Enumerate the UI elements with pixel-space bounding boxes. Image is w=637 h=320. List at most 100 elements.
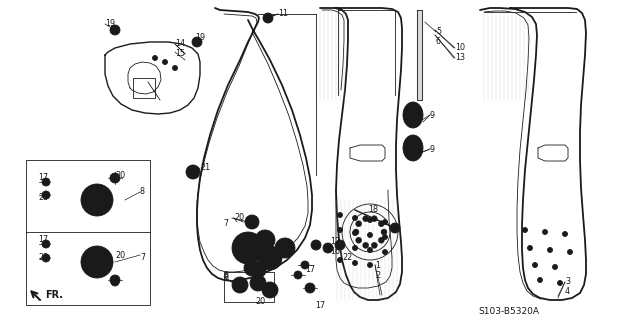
Bar bbox=[133, 78, 155, 98]
Circle shape bbox=[368, 218, 373, 222]
Circle shape bbox=[81, 246, 113, 278]
Text: 22: 22 bbox=[342, 253, 352, 262]
Circle shape bbox=[338, 228, 343, 233]
Bar bbox=[224, 272, 274, 302]
Circle shape bbox=[527, 245, 533, 251]
Circle shape bbox=[326, 245, 331, 251]
Circle shape bbox=[92, 195, 102, 205]
Circle shape bbox=[378, 237, 384, 243]
Text: 19: 19 bbox=[195, 34, 205, 43]
Text: 12: 12 bbox=[330, 237, 340, 246]
Circle shape bbox=[232, 277, 248, 293]
Circle shape bbox=[258, 246, 282, 270]
Text: 20: 20 bbox=[115, 172, 125, 180]
Circle shape bbox=[249, 219, 255, 225]
Circle shape bbox=[562, 231, 568, 236]
Circle shape bbox=[111, 278, 119, 286]
Text: 8: 8 bbox=[224, 273, 229, 282]
Circle shape bbox=[162, 60, 168, 65]
Text: 23: 23 bbox=[38, 194, 48, 203]
Polygon shape bbox=[417, 10, 422, 100]
Text: 17: 17 bbox=[38, 236, 48, 244]
Circle shape bbox=[263, 13, 273, 23]
Text: 14: 14 bbox=[175, 39, 185, 49]
Text: 23: 23 bbox=[253, 284, 263, 292]
Circle shape bbox=[301, 261, 309, 269]
Circle shape bbox=[280, 243, 290, 253]
Circle shape bbox=[557, 281, 562, 285]
Text: 2: 2 bbox=[375, 270, 380, 279]
Circle shape bbox=[552, 265, 557, 269]
Circle shape bbox=[81, 184, 113, 216]
Circle shape bbox=[275, 238, 295, 258]
Circle shape bbox=[110, 25, 120, 35]
Text: 15: 15 bbox=[175, 50, 185, 59]
Circle shape bbox=[244, 260, 260, 276]
Circle shape bbox=[254, 266, 262, 274]
Circle shape bbox=[311, 240, 321, 250]
Circle shape bbox=[94, 206, 99, 212]
Circle shape bbox=[262, 282, 278, 298]
Circle shape bbox=[368, 233, 373, 237]
Text: FR.: FR. bbox=[45, 290, 63, 300]
Circle shape bbox=[313, 243, 318, 247]
Text: 11: 11 bbox=[278, 10, 288, 19]
Text: 20: 20 bbox=[234, 213, 244, 222]
Circle shape bbox=[382, 235, 387, 239]
Text: 4: 4 bbox=[565, 287, 570, 297]
Circle shape bbox=[94, 188, 99, 194]
Circle shape bbox=[110, 173, 120, 183]
Circle shape bbox=[266, 286, 274, 294]
Circle shape bbox=[382, 250, 387, 254]
Circle shape bbox=[42, 240, 50, 248]
Text: 7: 7 bbox=[223, 219, 228, 228]
Circle shape bbox=[378, 221, 384, 227]
Circle shape bbox=[338, 258, 343, 262]
Circle shape bbox=[245, 215, 259, 229]
Text: 20: 20 bbox=[255, 298, 265, 307]
Circle shape bbox=[355, 237, 362, 243]
Circle shape bbox=[355, 221, 362, 227]
Circle shape bbox=[353, 229, 359, 235]
Circle shape bbox=[547, 247, 552, 252]
Circle shape bbox=[248, 264, 256, 272]
Text: 20: 20 bbox=[115, 252, 125, 260]
Circle shape bbox=[232, 232, 264, 264]
Circle shape bbox=[368, 247, 373, 252]
Circle shape bbox=[323, 243, 333, 253]
Circle shape bbox=[533, 262, 538, 268]
Circle shape bbox=[192, 37, 202, 47]
Ellipse shape bbox=[403, 102, 423, 128]
Text: 17: 17 bbox=[305, 266, 315, 275]
Circle shape bbox=[352, 260, 357, 266]
Text: 18: 18 bbox=[368, 205, 378, 214]
Text: 1: 1 bbox=[375, 260, 380, 269]
Circle shape bbox=[294, 271, 302, 279]
Circle shape bbox=[264, 252, 276, 264]
Circle shape bbox=[543, 229, 547, 235]
Circle shape bbox=[254, 279, 262, 287]
Circle shape bbox=[352, 230, 357, 236]
Circle shape bbox=[186, 165, 200, 179]
Circle shape bbox=[255, 230, 275, 250]
Circle shape bbox=[173, 66, 178, 70]
Text: 8: 8 bbox=[140, 188, 145, 196]
Ellipse shape bbox=[403, 135, 423, 161]
Circle shape bbox=[189, 168, 197, 176]
Text: 16: 16 bbox=[330, 247, 340, 257]
Circle shape bbox=[42, 254, 50, 262]
Circle shape bbox=[42, 191, 50, 199]
Text: 8: 8 bbox=[224, 270, 229, 279]
Circle shape bbox=[240, 240, 256, 256]
Text: 17: 17 bbox=[38, 173, 48, 182]
Text: 6: 6 bbox=[436, 37, 441, 46]
Text: S103-B5320A: S103-B5320A bbox=[478, 308, 539, 316]
Text: 17: 17 bbox=[315, 300, 325, 309]
Text: 19: 19 bbox=[105, 20, 115, 28]
Circle shape bbox=[338, 243, 343, 247]
Bar bbox=[26, 160, 150, 305]
Circle shape bbox=[382, 220, 387, 225]
Circle shape bbox=[85, 260, 90, 265]
Circle shape bbox=[335, 240, 345, 250]
Text: 23: 23 bbox=[247, 266, 257, 275]
